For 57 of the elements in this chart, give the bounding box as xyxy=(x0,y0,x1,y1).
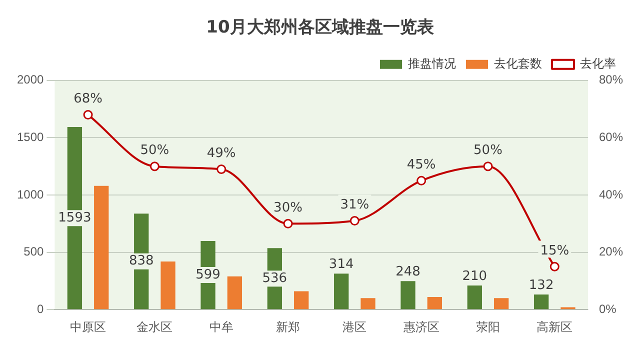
x-tick-label: 港区 xyxy=(342,320,367,334)
data-label: 50% xyxy=(474,143,502,158)
data-label: 1593 xyxy=(58,210,92,226)
y-tick-label: 1000 xyxy=(16,187,44,202)
data-label: 68% xyxy=(74,92,102,107)
bar xyxy=(294,291,309,310)
bar xyxy=(227,276,242,310)
x-tick-label: 金水区 xyxy=(136,320,173,334)
x-tick-label: 中牟 xyxy=(209,320,234,334)
data-label: 50% xyxy=(140,143,170,158)
y-tick-label: 1500 xyxy=(16,130,44,144)
data-label: 314 xyxy=(328,256,354,272)
y2-tick-label: 20% xyxy=(598,244,624,259)
bar xyxy=(494,298,509,310)
x-tick-label: 新郑 xyxy=(276,320,300,334)
bar xyxy=(400,281,416,310)
point xyxy=(83,110,93,120)
bar xyxy=(467,286,482,310)
y2-tick-label: 0% xyxy=(598,302,617,316)
point xyxy=(150,162,160,172)
legend-label: 推盘情况 xyxy=(408,56,456,71)
data-label: 248 xyxy=(396,264,420,280)
x-tick-label: 惠济区 xyxy=(402,320,440,334)
data-label: 132 xyxy=(528,278,554,293)
point xyxy=(416,176,426,186)
data-label: 536 xyxy=(262,271,288,286)
data-label: 15% xyxy=(540,244,570,258)
y-tick-label: 2000 xyxy=(16,72,44,87)
data-label: 31% xyxy=(340,198,370,213)
y2-tick-label: 80% xyxy=(598,72,624,87)
x-tick-label: 高新区 xyxy=(536,320,573,334)
bar xyxy=(534,294,549,310)
point xyxy=(483,162,493,172)
data-label: 838 xyxy=(128,254,154,269)
y-tick-label: 0 xyxy=(37,302,44,316)
data-label: 599 xyxy=(196,267,220,282)
data-label: 45% xyxy=(406,158,436,173)
point xyxy=(550,262,560,272)
bar xyxy=(360,298,376,310)
data-label: 210 xyxy=(462,268,488,284)
x-tick-label: 中原区 xyxy=(70,320,106,334)
y2-tick-label: 40% xyxy=(598,187,624,202)
point xyxy=(283,218,293,228)
bar xyxy=(334,274,349,310)
chart-title: 10月大郑州各区域推盘一览表 xyxy=(206,18,435,38)
bar xyxy=(427,296,442,310)
data-label: 30% xyxy=(274,200,302,216)
legend-label: 去化套数 xyxy=(494,56,542,71)
point xyxy=(216,164,226,174)
x-tick-label: 荥阳 xyxy=(476,320,500,334)
point xyxy=(350,216,360,226)
legend-label: 去化率 xyxy=(580,56,616,71)
bar xyxy=(160,261,176,310)
data-label: 49% xyxy=(206,146,236,162)
bar xyxy=(94,186,109,310)
y2-tick-label: 60% xyxy=(598,130,624,144)
y-tick-label: 500 xyxy=(24,244,44,259)
